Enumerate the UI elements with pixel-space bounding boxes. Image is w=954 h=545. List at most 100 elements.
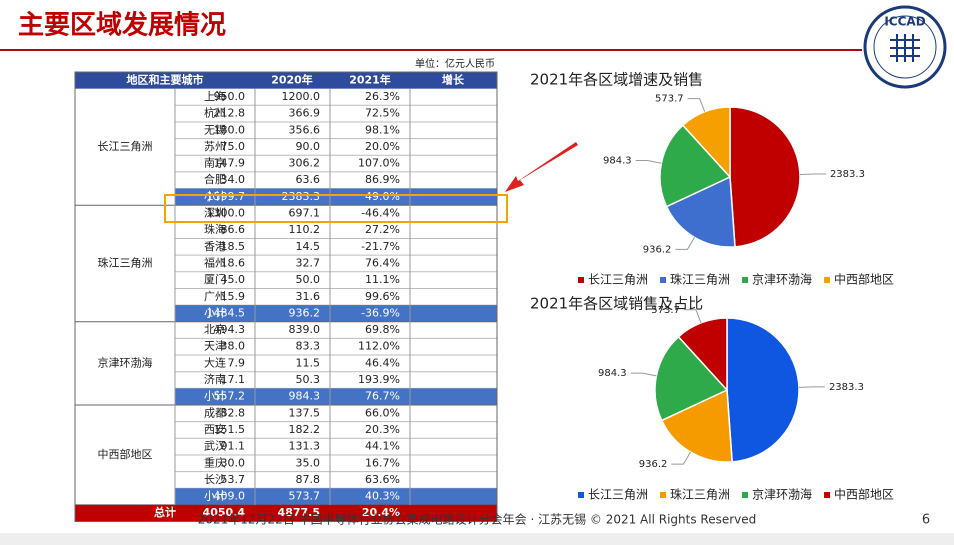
leader-line	[671, 451, 691, 465]
number-cell: 76.7%	[365, 390, 400, 403]
logo: ICCAD	[863, 5, 947, 89]
city-cell: 小计	[204, 306, 226, 319]
number-cell: 99.6%	[365, 290, 400, 303]
logo-text: ICCAD	[884, 15, 925, 29]
value-label: 573.7	[651, 305, 680, 316]
bottom-bar	[0, 533, 954, 545]
legend-swatch	[660, 277, 667, 283]
number-cell: 46.4%	[365, 356, 400, 369]
number-cell: 18.6	[221, 256, 246, 269]
number-cell: 83.3	[296, 340, 321, 353]
value-label: 984.3	[603, 155, 632, 166]
slide-title: 主要区域发展情况	[18, 10, 226, 41]
leader-line	[687, 98, 706, 112]
number-cell: 53.7	[221, 473, 246, 486]
city-cell: 厦门	[204, 272, 226, 286]
pie-slice	[665, 175, 736, 248]
number-cell: 30.0	[221, 456, 246, 469]
legend-label: 中西部地区	[834, 487, 894, 502]
legend-label: 京津环渤海	[752, 272, 812, 287]
number-cell: 16.7%	[365, 456, 400, 469]
number-cell: 76.4%	[365, 256, 400, 269]
number-cell: 50.3	[296, 373, 321, 386]
number-cell: 409.0	[214, 490, 246, 503]
legend-label: 珠江三角洲	[670, 488, 730, 502]
legend-swatch	[824, 277, 831, 283]
number-cell: 75.0	[221, 140, 246, 153]
city-cell: 济南	[204, 372, 226, 386]
region-cell: 长江三角洲	[98, 140, 153, 153]
total-cell: 4877.5	[278, 506, 320, 519]
number-cell: 110.2	[289, 223, 321, 236]
number-cell: 1484.5	[207, 306, 246, 319]
number-cell: 137.5	[289, 406, 321, 419]
total-label: 总计	[154, 505, 176, 519]
city-cell: 广州	[204, 290, 226, 303]
legend-swatch	[660, 492, 667, 498]
number-cell: 11.5	[296, 356, 321, 369]
number-cell: 356.6	[289, 123, 321, 136]
city-cell: 天津	[204, 340, 226, 353]
header-cell: 增长	[442, 72, 465, 86]
table-border	[74, 71, 498, 523]
number-cell: -36.9%	[361, 306, 400, 319]
charts: 2021年各区域增速及销售2383.3936.2984.3573.7长江三角洲珠…	[530, 71, 894, 502]
legend-swatch	[742, 492, 749, 498]
legend-swatch	[742, 277, 749, 283]
number-cell: 20.3%	[365, 423, 400, 436]
legend-swatch	[824, 492, 831, 498]
city-cell: 大连	[204, 355, 226, 369]
arrow	[505, 142, 578, 192]
number-cell: 86.9%	[365, 173, 400, 186]
value-label: 573.7	[655, 94, 684, 105]
number-cell: 306.2	[289, 157, 321, 170]
city-cell: 无锡	[204, 122, 226, 136]
city-cell: 合肥	[204, 172, 226, 186]
number-cell: -46.4%	[361, 207, 400, 220]
pie-slice	[681, 106, 731, 179]
city-cell: 深圳	[204, 207, 226, 220]
number-cell: 87.8	[296, 473, 321, 486]
city-cell: 苏州	[204, 140, 226, 153]
city-cell: 长沙	[204, 473, 226, 486]
number-cell: 11.1%	[365, 273, 400, 286]
number-cell: 90.0	[296, 140, 321, 153]
number-cell: 180.0	[214, 123, 246, 136]
number-cell: 18.5	[221, 240, 246, 253]
number-cell: 151.5	[214, 423, 246, 436]
number-cell: 34.0	[221, 173, 246, 186]
pie-slice	[654, 335, 729, 422]
pie-slice	[726, 317, 800, 463]
number-cell: 1599.7	[207, 190, 246, 203]
city-cell: 成都	[204, 406, 226, 419]
page-number: 6	[922, 513, 930, 528]
region-cell: 珠江三角洲	[98, 255, 153, 269]
pie-slice	[659, 124, 732, 208]
total-cell: 4050.4	[203, 506, 246, 519]
city-cell: 小计	[204, 190, 226, 203]
region-cell: 京津环渤海	[98, 355, 153, 369]
number-cell: 31.6	[296, 290, 321, 303]
number-cell: 63.6%	[365, 473, 400, 486]
header-cell: 2021年	[349, 72, 391, 86]
number-cell: 44.1%	[365, 440, 400, 453]
number-cell: 1300.0	[207, 207, 246, 220]
number-cell: -21.7%	[361, 240, 400, 253]
number-cell: 14.5	[296, 240, 321, 253]
legend-label: 中西部地区	[834, 272, 894, 287]
leader-line	[683, 309, 702, 324]
city-cell: 杭州	[204, 106, 226, 120]
number-cell: 984.3	[289, 390, 321, 403]
number-cell: 26.3%	[365, 90, 400, 103]
number-cell: 182.2	[289, 423, 321, 436]
logo-inner	[873, 15, 937, 79]
number-cell: 193.9%	[358, 373, 400, 386]
value-label: 2383.3	[829, 382, 864, 393]
value-label: 984.3	[598, 368, 627, 379]
leader-line	[635, 159, 662, 164]
city-cell: 香港	[204, 240, 226, 253]
number-cell: 35.0	[296, 456, 321, 469]
number-cell: 573.7	[289, 490, 321, 503]
